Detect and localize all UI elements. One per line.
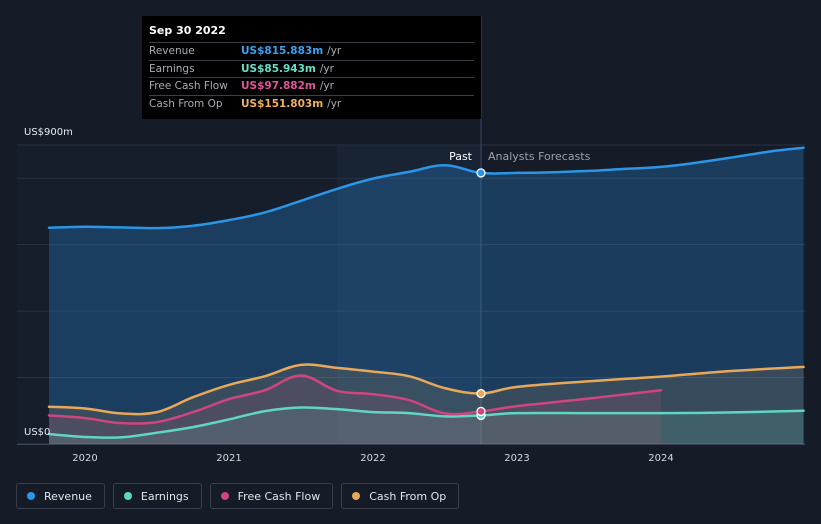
y-axis-top-label: US$900m [24, 127, 73, 138]
tooltip-unit: /yr [319, 62, 334, 75]
tooltip-label: Free Cash Flow [149, 80, 228, 92]
x-tick-label: 2023 [504, 453, 529, 464]
tooltip-value: US$97.882m [241, 80, 316, 92]
tooltip: Sep 30 2022 Revenue US$815.883m /yr Earn… [142, 16, 481, 119]
legend-item-free-cash-flow[interactable]: Free Cash Flow [209, 483, 334, 509]
y-axis-bottom-label: US$0 [24, 427, 50, 438]
tooltip-row-revenue: Revenue US$815.883m /yr [149, 42, 474, 60]
tooltip-row-earnings: Earnings US$85.943m /yr [149, 59, 474, 78]
x-tick-label: 2022 [360, 453, 385, 464]
x-tick-label: 2024 [648, 453, 673, 464]
tooltip-unit: /yr [319, 80, 334, 92]
series-area-revenue [49, 147, 804, 444]
x-tick-label: 2020 [72, 453, 97, 464]
legend-dot-icon [220, 492, 229, 500]
past-label: Past [449, 150, 473, 163]
tooltip-row-cash-from-op: Cash From Op US$151.803m /yr [149, 94, 474, 113]
tooltip-label: Earnings [149, 62, 195, 75]
tooltip-row-free-cash-flow: Free Cash Flow US$97.882m /yr [149, 77, 474, 95]
legend-label: Cash From Op [369, 489, 447, 503]
marker-cash-from-op [476, 388, 486, 399]
legend-item-earnings[interactable]: Earnings [112, 483, 202, 509]
legend-dot-icon [352, 492, 361, 500]
tooltip-value: US$815.883m [241, 45, 324, 57]
series-line-revenue [47, 146, 805, 230]
legend-label: Revenue [44, 489, 92, 503]
tooltip-label: Revenue [149, 45, 195, 57]
legend-label: Free Cash Flow [237, 489, 321, 503]
tooltip-label: Cash From Op [149, 97, 223, 110]
legend-item-cash-from-op[interactable]: Cash From Op [341, 483, 460, 509]
tooltip-value: US$85.943m [241, 62, 316, 75]
series-area-cash-from-op [49, 364, 804, 444]
legend-item-revenue[interactable]: Revenue [16, 483, 105, 509]
tooltip-unit: /yr [327, 45, 342, 57]
x-tick-label: 2021 [216, 453, 241, 464]
marker-free-cash-flow [476, 406, 486, 417]
tooltip-date: Sep 30 2022 [149, 24, 226, 37]
legend-dot-icon [123, 492, 132, 500]
forecast-label: Analysts Forecasts [488, 150, 591, 163]
tooltip-unit: /yr [327, 97, 342, 110]
legend-label: Earnings [140, 489, 189, 503]
legend-dot-icon [27, 492, 35, 500]
marker-revenue [476, 168, 486, 178]
tooltip-value: US$151.803m [241, 97, 324, 110]
x-axis-line [17, 444, 805, 445]
series-line-free-cash-flow [47, 374, 663, 425]
series-line-cash-from-op [47, 363, 805, 416]
series-area-earnings [49, 407, 804, 444]
legend: Revenue Earnings Free Cash Flow Cash Fro… [16, 483, 460, 509]
series-line-earnings [47, 406, 805, 439]
